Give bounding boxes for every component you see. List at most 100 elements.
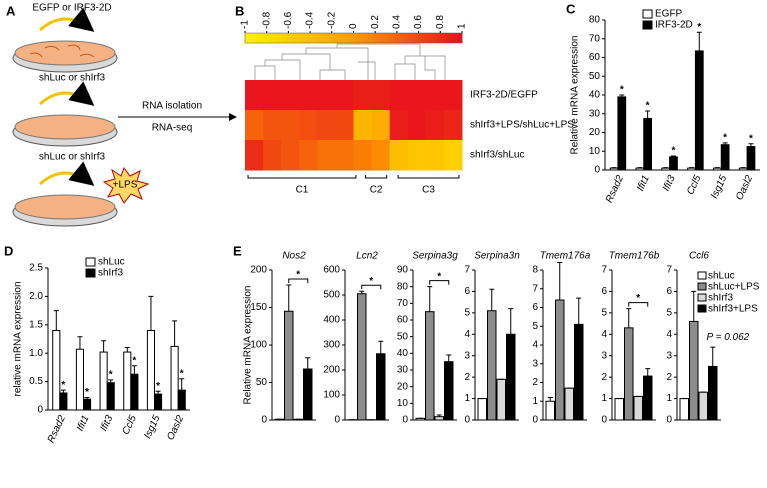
y-tick-label: 40: [397, 348, 409, 359]
x-tick-label: Oasl2: [165, 413, 186, 442]
bar: [545, 400, 555, 421]
panel-title: Lcn2: [356, 251, 378, 262]
colorbar-segment: [324, 33, 329, 43]
significance-bracket: [429, 280, 450, 285]
y-tick-label: 300: [323, 340, 340, 351]
y-tick-label: 6: [666, 286, 672, 297]
arrow-label: RNA isolation: [142, 101, 202, 112]
legend-label: EGFP: [655, 9, 683, 20]
y-tick-label: 2: [666, 372, 672, 383]
y-tick-label: 0.5: [29, 376, 43, 387]
error-bar: [305, 357, 311, 369]
y-tick-label: 150: [250, 302, 267, 313]
bar: [708, 365, 718, 421]
error-bar: [108, 379, 114, 383]
colorbar-tick-label: -0.4: [305, 11, 316, 29]
bar: [694, 50, 704, 171]
colorbar-segment: [342, 33, 347, 43]
stimulus-label: +LPS: [113, 180, 138, 191]
y-tick-label: 7: [601, 265, 607, 276]
legend-swatch: [642, 20, 653, 30]
heatmap-cell: [335, 80, 354, 111]
bar: [661, 167, 671, 171]
y-tick-label: 4: [532, 340, 538, 351]
error-bar: [645, 110, 651, 119]
y-tick-label: 1: [464, 393, 470, 404]
bar: [617, 96, 627, 171]
bar: [609, 167, 619, 171]
colorbar-segment: [393, 33, 398, 43]
colorbar-segment: [248, 33, 253, 43]
error-bar: [611, 167, 617, 169]
y-tick-label: 20: [589, 127, 601, 138]
error-bar: [489, 288, 495, 311]
colorbar-segment: [400, 33, 405, 43]
significance-label: *: [369, 276, 373, 287]
colorbar-segment: [451, 33, 456, 43]
heatmap-cell: [371, 80, 391, 111]
colorbar-segment: [310, 33, 315, 43]
colorbar-tick-label: -0.2: [326, 11, 337, 29]
panel-title: Ccl6: [689, 251, 709, 262]
legend-swatch: [642, 9, 653, 19]
y-tick-label: 3: [532, 358, 538, 369]
colorbar-segment: [396, 33, 402, 43]
colorbar-segment: [357, 33, 362, 43]
row-label: IRF3-2D/EGFP: [470, 90, 538, 101]
colorbar-tick-label: 0.2: [370, 15, 381, 29]
y-tick-label: 500: [323, 290, 340, 301]
error-bar: [172, 320, 178, 347]
bar: [555, 299, 565, 421]
colorbar-segment: [386, 33, 391, 43]
y-tick-label: 2.5: [29, 263, 43, 274]
y-tick-label: 1: [532, 396, 538, 407]
significance-label: *: [296, 270, 300, 281]
error-bar: [689, 167, 695, 169]
heatmap-cell: [443, 140, 463, 171]
colorbar-tick-label: 0.4: [392, 15, 403, 29]
error-bar: [619, 94, 625, 97]
error-bar: [131, 365, 137, 375]
heatmap-cell: [425, 140, 445, 171]
y-tick-label: 6: [601, 286, 607, 297]
y-tick-label: 6: [464, 286, 470, 297]
x-tick-label: Ccl5: [121, 413, 140, 436]
y-tick-label: 0: [37, 405, 43, 416]
dendrogram: [254, 43, 446, 80]
cluster-bracket: [397, 175, 460, 179]
error-bar: [286, 284, 292, 312]
bar: [506, 333, 516, 421]
diagram: A EGFP or IRF3-2D shLuc or shIrf3 shLuc …: [6, 3, 237, 227]
y-tick-label: 5: [464, 307, 470, 318]
error-bar: [576, 297, 582, 325]
bar: [75, 348, 85, 411]
colorbar-segment: [252, 33, 257, 43]
error-bar: [53, 310, 59, 331]
bar: [434, 416, 444, 421]
bar: [52, 329, 61, 411]
bar: [477, 398, 487, 421]
bar: [496, 378, 506, 421]
arrow-label: RNA-seq: [152, 123, 193, 134]
y-tick-label: 0: [532, 415, 538, 426]
y-tick-label: 20: [397, 381, 409, 392]
heatmap-cell: [317, 110, 336, 141]
error-bar: [722, 142, 728, 145]
bar: [633, 395, 643, 421]
y-tick-label: 0: [464, 415, 470, 426]
bar: [564, 387, 574, 421]
colorbar-segment: [414, 33, 420, 43]
y-axis-label: relative mRNA expression: [13, 281, 24, 396]
colorbar-segment: [331, 33, 336, 43]
colorbar-tick-label: 0.8: [435, 15, 446, 29]
bar: [687, 167, 696, 171]
colorbar-tick-label: -1: [240, 20, 251, 29]
error-bar: [696, 31, 702, 51]
bar: [284, 310, 294, 421]
y-tick-label: 1.0: [29, 348, 43, 359]
bar: [425, 311, 435, 421]
heatmap-cell: [389, 140, 409, 171]
colorbar-segment: [378, 33, 383, 43]
heatmap-cell: [299, 110, 318, 141]
